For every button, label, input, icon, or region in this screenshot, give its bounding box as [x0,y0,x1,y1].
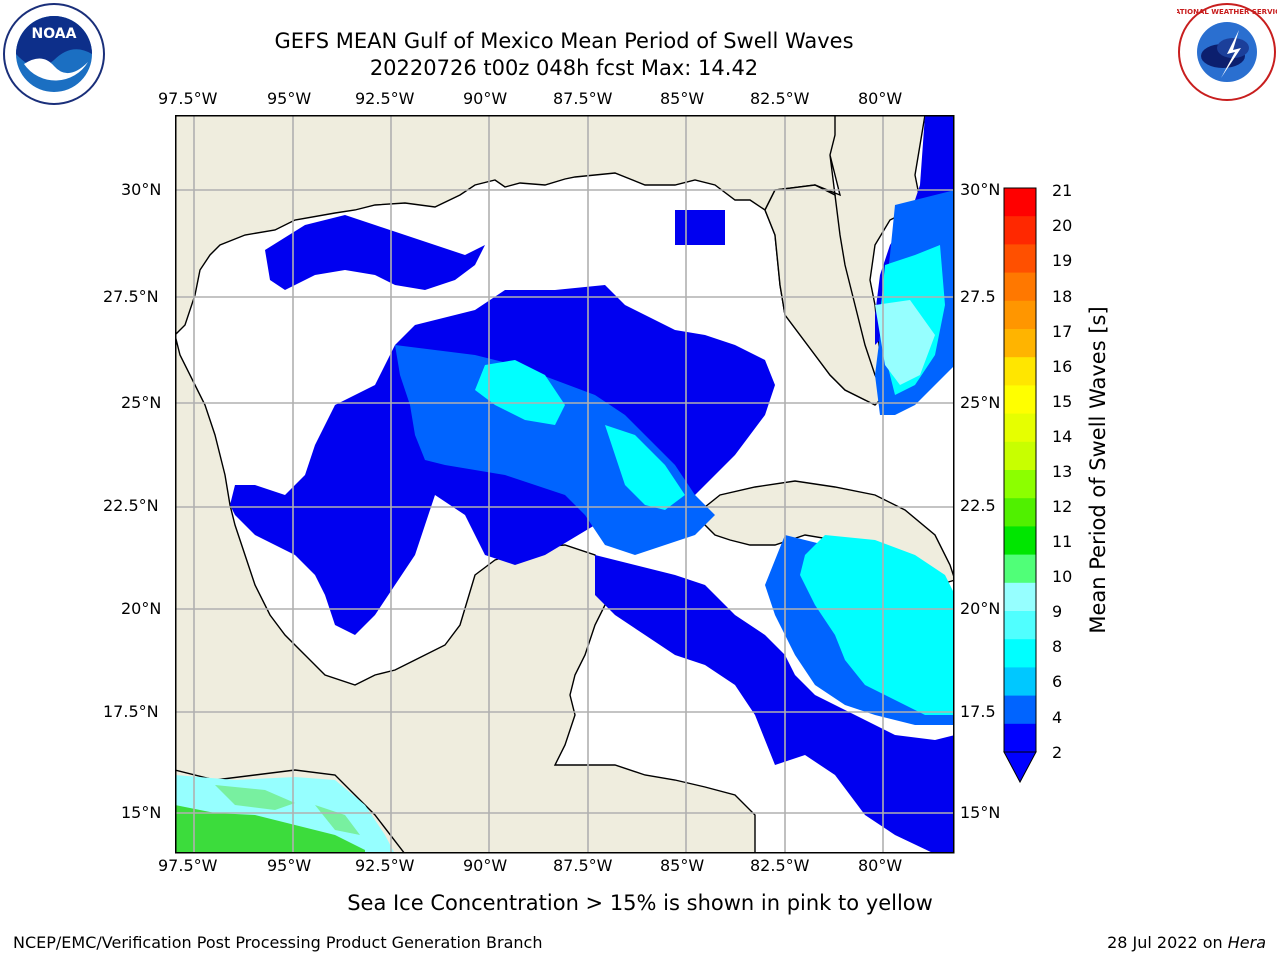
map-gridlines [175,115,954,853]
colorbar-tick: 8 [1052,637,1063,656]
colorbar-bands [1004,188,1036,753]
colorbar-tick: 13 [1052,462,1073,481]
lon-label-bottom: 80°W [858,856,903,875]
lon-label-top: 90°W [463,89,508,108]
sea-ice-note: Sea Ice Concentration > 15% is shown in … [0,891,1280,915]
lat-label-right: 27.5 [960,287,996,306]
colorbar-tick: 16 [1052,357,1073,376]
colorbar-band [1004,357,1036,386]
colorbar-tick: 10 [1052,567,1073,586]
colorbar-tick: 15 [1052,392,1073,411]
colorbar-band [1004,385,1036,415]
colorbar-band [1004,441,1036,471]
lon-label-bottom: 87.5°W [553,856,613,875]
lon-label-bottom: 92.5°W [355,856,415,875]
sea-ice-note-text: Sea Ice Concentration > 15% is shown in … [347,891,933,915]
colorbar-extend-arrow [1003,751,1037,784]
lon-label-top: 92.5°W [355,89,415,108]
date-host: Hera [1227,933,1266,952]
land-florida [764,184,886,406]
lat-label-left: 17.5°N [103,702,159,721]
lon-label-bottom: 97.5°W [158,856,218,875]
colorbar-tick: 19 [1052,251,1073,270]
lon-label-top: 97.5°W [158,89,218,108]
colorbar-band [1004,723,1036,753]
colorbar-band [1004,498,1036,527]
lon-label-bottom: 90°W [463,856,508,875]
lat-label-left: 22.5°N [103,496,159,515]
lat-label-right: 22.5 [960,496,996,515]
colorbar-band [1004,413,1036,443]
colorbar-tick: 4 [1052,708,1063,727]
lat-label-left: 15°N [121,803,162,822]
colorbar-band [1004,244,1036,274]
colorbar-band [1004,554,1036,584]
colorbar-band [1004,470,1036,499]
colorbar-tick: 12 [1052,497,1073,516]
lon-label-bottom: 95°W [267,856,312,875]
chart-title-line1: GEFS MEAN Gulf of Mexico Mean Period of … [274,29,854,53]
chart-title-line2: 20220726 t00z 048h fcst Max: 14.42 [369,56,759,80]
colorbar-band [1004,300,1036,330]
noaa-logo-text: NOAA [32,26,77,42]
lon-label-top: 85°W [660,89,705,108]
colorbar-band [1004,611,1036,640]
lat-label-left: 30°N [121,180,162,199]
colorbar-tick: 11 [1052,532,1073,551]
colorbar-tick: 2 [1052,743,1063,762]
date-text: 28 Jul 2022 on Hera [1107,933,1266,952]
colorbar-band [1004,667,1036,697]
colorbar-frame [1003,187,1037,753]
lat-label-left: 20°N [121,599,162,618]
map-panel [175,115,955,854]
colorbar-tick: 6 [1052,672,1063,691]
lon-label-bottom: 82.5°W [750,856,810,875]
lon-label-top: 80°W [858,89,903,108]
lat-label-right: 25°N [960,393,1001,412]
swell-field-10-12 [175,805,365,853]
nws-logo-text: NATIONAL WEATHER SERVICE [1177,8,1277,16]
colorbar-band [1004,695,1036,725]
credit-text: NCEP/EMC/Verification Post Processing Pr… [13,933,543,952]
colorbar-band [1004,639,1036,668]
lat-label-left: 25°N [121,393,162,412]
colorbar-band [1004,216,1036,245]
colorbar [1003,187,1037,784]
land-mexico [175,334,756,853]
colorbar-band [1004,272,1036,302]
colorbar-tick: 17 [1052,322,1073,341]
colorbar-tick: 18 [1052,287,1073,306]
colorbar-tick: 20 [1052,216,1073,235]
nws-logo: NATIONAL WEATHER SERVICE [1177,3,1277,101]
colorbar-band [1004,582,1036,612]
date-prefix: 28 Jul 2022 on [1107,933,1228,952]
colorbar-band [1004,329,1036,358]
lat-label-right: 20°N [960,599,1001,618]
lat-label-right: 17.5 [960,702,996,721]
lat-label-right: 15°N [960,803,1001,822]
lat-label-right: 30°N [960,180,1001,199]
colorbar-tick: 21 [1052,181,1073,200]
map-frame [175,115,955,854]
colorbar-band [1004,526,1036,556]
lat-label-left: 27.5°N [103,287,159,306]
colorbar-tick: 9 [1052,602,1063,621]
colorbar-band [1004,188,1036,217]
lon-label-top: 87.5°W [553,89,613,108]
noaa-logo: NOAA [3,3,105,105]
lon-label-top: 95°W [267,89,312,108]
colorbar-tick: 14 [1052,427,1073,446]
colorbar-label: Mean Period of Swell Waves [s] [1086,306,1110,634]
lon-label-bottom: 85°W [660,856,705,875]
lon-label-top: 82.5°W [750,89,810,108]
